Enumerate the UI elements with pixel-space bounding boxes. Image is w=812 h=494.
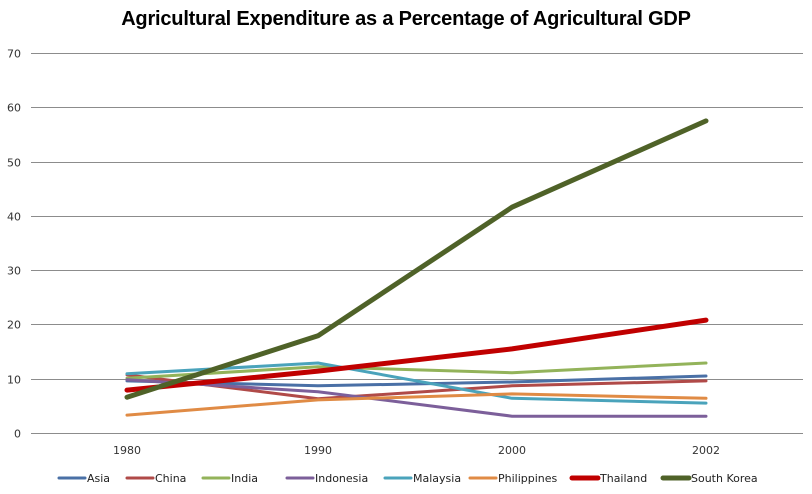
x-tick-label: 1980 [113,444,141,457]
legend-item-malaysia: Malaysia [383,472,461,485]
legend-label: Philippines [498,472,558,485]
y-tick-label: 0 [14,428,21,441]
legend-label: Malaysia [413,472,461,485]
y-axis-ticks: 0 10 20 30 40 50 60 70 [7,48,21,441]
y-tick-label: 70 [7,48,21,61]
legend-label: Asia [87,472,110,485]
legend-item-thailand: Thailand [569,472,647,485]
series-line-asia [125,374,708,388]
y-tick-label: 50 [7,157,21,170]
y-tick-label: 60 [7,102,21,115]
y-tick-label: 10 [7,374,21,387]
series-line-south-korea [124,118,709,400]
series-lines [124,118,709,418]
legend-item-south-korea: South Korea [660,472,758,485]
series-line-philippines [125,392,708,417]
x-axis-ticks: 1980 1990 2000 2002 [113,444,720,457]
y-tick-label: 40 [7,211,21,224]
legend: Asia China India Indonesia Malaysia Philippin… [57,472,758,485]
series-line-indonesia [125,378,708,418]
legend-item-philippines: Philippines [468,472,558,485]
legend-label: China [155,472,186,485]
legend-item-china: China [125,472,186,485]
x-tick-label: 2002 [692,444,720,457]
x-tick-label: 2000 [498,444,526,457]
series-line-thailand [124,317,709,393]
legend-item-asia: Asia [57,472,110,485]
x-tick-label: 1990 [304,444,332,457]
chart-title: Agricultural Expenditure as a Percentage… [121,8,691,30]
legend-item-india: India [201,472,258,485]
y-tick-label: 30 [7,265,21,278]
y-tick-label: 20 [7,319,21,332]
legend-label: South Korea [691,472,758,485]
legend-item-indonesia: Indonesia [285,472,368,485]
series-line-india [125,361,708,380]
legend-label: Thailand [599,472,647,485]
legend-label: Indonesia [315,472,368,485]
legend-label: India [231,472,258,485]
